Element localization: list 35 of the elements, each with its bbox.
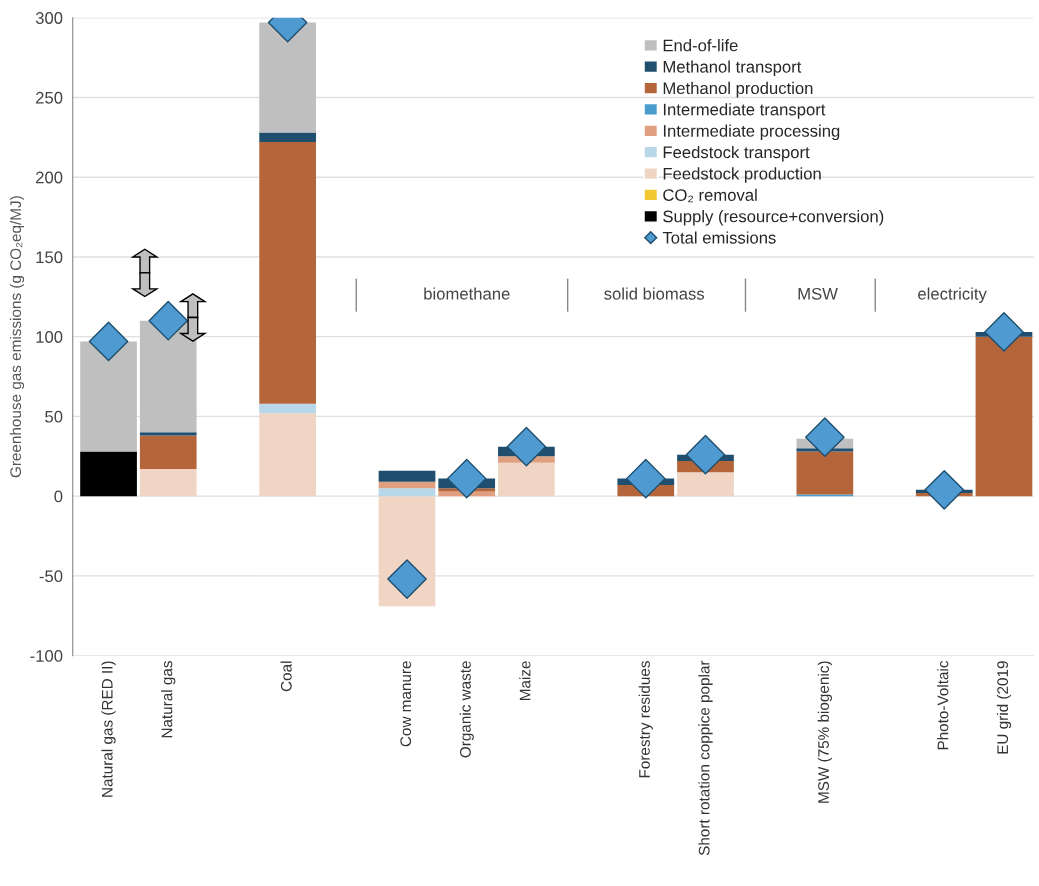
x-tick-label: Forestry residues — [638, 661, 653, 778]
y-tick-label: 100 — [36, 331, 63, 343]
x-tick-label: Short rotation coppice poplar — [698, 660, 713, 856]
legend-label: Total emissions — [662, 231, 776, 244]
legend-label: Methanol transport — [663, 60, 802, 77]
y-tick-label: 0 — [54, 490, 63, 503]
x-tick-label: Maize — [519, 661, 531, 700]
legend-label: End-of-life — [663, 39, 738, 52]
annotation: MSW — [798, 287, 838, 300]
x-tick-label: MSW (75% biogenic) — [817, 661, 832, 803]
annotation: biomethane — [424, 287, 510, 300]
x-tick-label: Coal — [280, 661, 292, 692]
x-tick-label: Cow manure — [400, 661, 412, 747]
legend-label: Feedstock production — [663, 167, 821, 183]
x-tick-label: Natural gas (RED II) — [101, 661, 116, 797]
y-tick-label: 200 — [36, 171, 63, 184]
y-tick-label: -50 — [39, 570, 63, 583]
legend-label: Feedstock transport — [663, 145, 810, 162]
x-tick-label: Natural gas — [161, 661, 176, 738]
x-tick-label: Organic waste — [459, 661, 474, 758]
x-tick-label: Photo-Voltaic — [937, 660, 949, 750]
y-tick-label: 150 — [36, 251, 63, 264]
y-axis-title: Greenhouse gas emissions (g CO₂eq/MJ) — [9, 196, 25, 478]
annotation: electricity — [918, 287, 987, 303]
y-tick-label: -100 — [30, 650, 63, 662]
legend-label: Intermediate processing — [663, 124, 840, 141]
y-tick-label: 300 — [35, 12, 63, 24]
y-tick-label: 50 — [45, 410, 63, 423]
legend-label: Intermediate transport — [663, 103, 826, 119]
x-tick-label: EU grid (2019 — [996, 661, 1012, 754]
legend-label: CO₂ removal — [663, 188, 757, 203]
legend-label: Methanol production — [663, 81, 813, 98]
legend-label: Supply (resource+conversion) — [663, 210, 884, 226]
annotation: solid biomass — [604, 287, 705, 300]
y-tick-label: 250 — [36, 91, 63, 104]
